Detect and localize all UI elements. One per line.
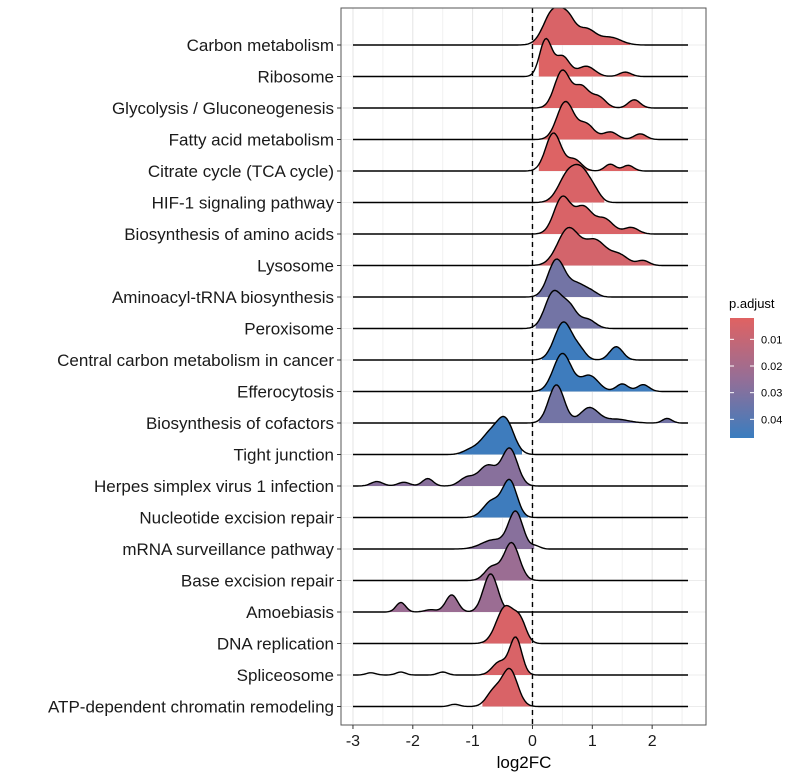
ridge-outline [353,195,688,235]
ridge-fill [458,416,522,455]
ridge-outline [353,415,688,456]
ridge-outline [353,352,688,393]
ridge-fill [482,605,532,644]
ridge-fill [389,574,509,612]
legend-tick-label: 0.01 [761,334,782,346]
legend-ticks: 0.01 0.02 0.03 0.04 [730,334,782,426]
legend-title: p.adjust [729,296,775,311]
y-tick-label: Ribosome [257,68,334,87]
ridge-outline [353,636,688,676]
ridge-outline [353,163,688,204]
ridge-outline [353,384,688,424]
ridge-outline [353,604,688,645]
legend: p.adjust 0.01 0.02 0.03 0.04 [729,296,782,438]
ridge-outline [353,258,688,298]
x-axis: -3 -2 -1 0 1 2 [346,725,657,750]
y-tick-label: DNA replication [217,635,334,654]
y-tick-label: Aminoacyl-tRNA biosynthesis [112,288,334,307]
y-tick-label: Efferocytosis [237,383,334,402]
y-tick-label: Peroxisome [244,320,334,339]
ridge-outline [353,132,688,172]
x-tick-label: 0 [528,733,537,750]
y-tick-label: ATP-dependent chromatin remodeling [48,698,334,717]
legend-tick-label: 0.03 [761,388,782,400]
x-tick-label: 1 [588,733,597,750]
y-tick-label: HIF-1 signaling pathway [152,194,335,213]
y-tick-label: Carbon metabolism [187,36,334,55]
x-tick-label: -1 [466,733,480,750]
ridge-fill [461,511,535,549]
panel-border [340,7,707,726]
x-tick-label: -2 [406,733,420,750]
y-tick-label: Biosynthesis of cofactors [146,414,334,433]
ridge-outline [353,573,688,613]
ridge-outline [353,447,688,487]
y-tick-label: Lysosome [257,257,334,276]
ridge-outline [353,8,688,46]
ridge-fill [538,133,652,171]
ridge-fill [538,101,652,140]
ridge-fill [538,38,635,77]
ridge-fill [538,164,605,203]
legend-tick-label: 0.04 [761,414,782,426]
y-tick-label: mRNA surveillance pathway [122,540,334,559]
y-tick-label: Herpes simplex virus 1 infection [94,477,334,496]
y-tick-label: Fatty acid metabolism [169,131,334,150]
ridge-fill [353,448,532,486]
ridge-fill [538,227,664,266]
ridge-fill [538,196,646,234]
legend-colorbar [730,318,754,438]
ridge-fill [538,353,658,392]
y-tick-label: Nucleotide excision repair [139,509,334,528]
ridges [353,8,688,708]
ridge-outline [353,478,688,519]
ridge-fill [541,322,634,360]
ridge-outline [353,667,688,708]
y-tick-label: Tight junction [234,446,334,465]
y-tick-label: Biosynthesis of amino acids [124,225,334,244]
ridge-fill [482,668,532,707]
y-tick-label: Spliceosome [237,666,334,685]
ridge-outline [353,226,688,267]
x-axis-title: log2FC [497,753,552,772]
ridge-outline [353,289,688,330]
ridge-fill [538,70,652,108]
ridge-fill [532,8,631,45]
ridge-outline [353,321,688,361]
y-tick-label: Amoebiasis [246,603,334,622]
ridge-outline [353,100,688,141]
y-axis-labels: Carbon metabolism Ribosome Glycolysis / Gl… [48,36,341,717]
ridge-outline [353,69,688,109]
ridge-outline [353,510,688,550]
y-tick-label: Glycolysis / Gluconeogenesis [112,99,334,118]
y-tick-label: Citrate cycle (TCA cycle) [148,162,334,181]
y-tick-label: Base excision repair [181,572,334,591]
ridge-outline [353,37,688,78]
legend-tick-label: 0.02 [761,361,782,373]
panel-background [341,8,706,725]
ridge-outline [353,541,688,582]
x-tick-label: -3 [346,733,360,750]
ridge-fill [538,385,688,423]
y-tick-label: Central carbon metabolism in cancer [57,351,334,370]
x-tick-label: 2 [648,733,657,750]
